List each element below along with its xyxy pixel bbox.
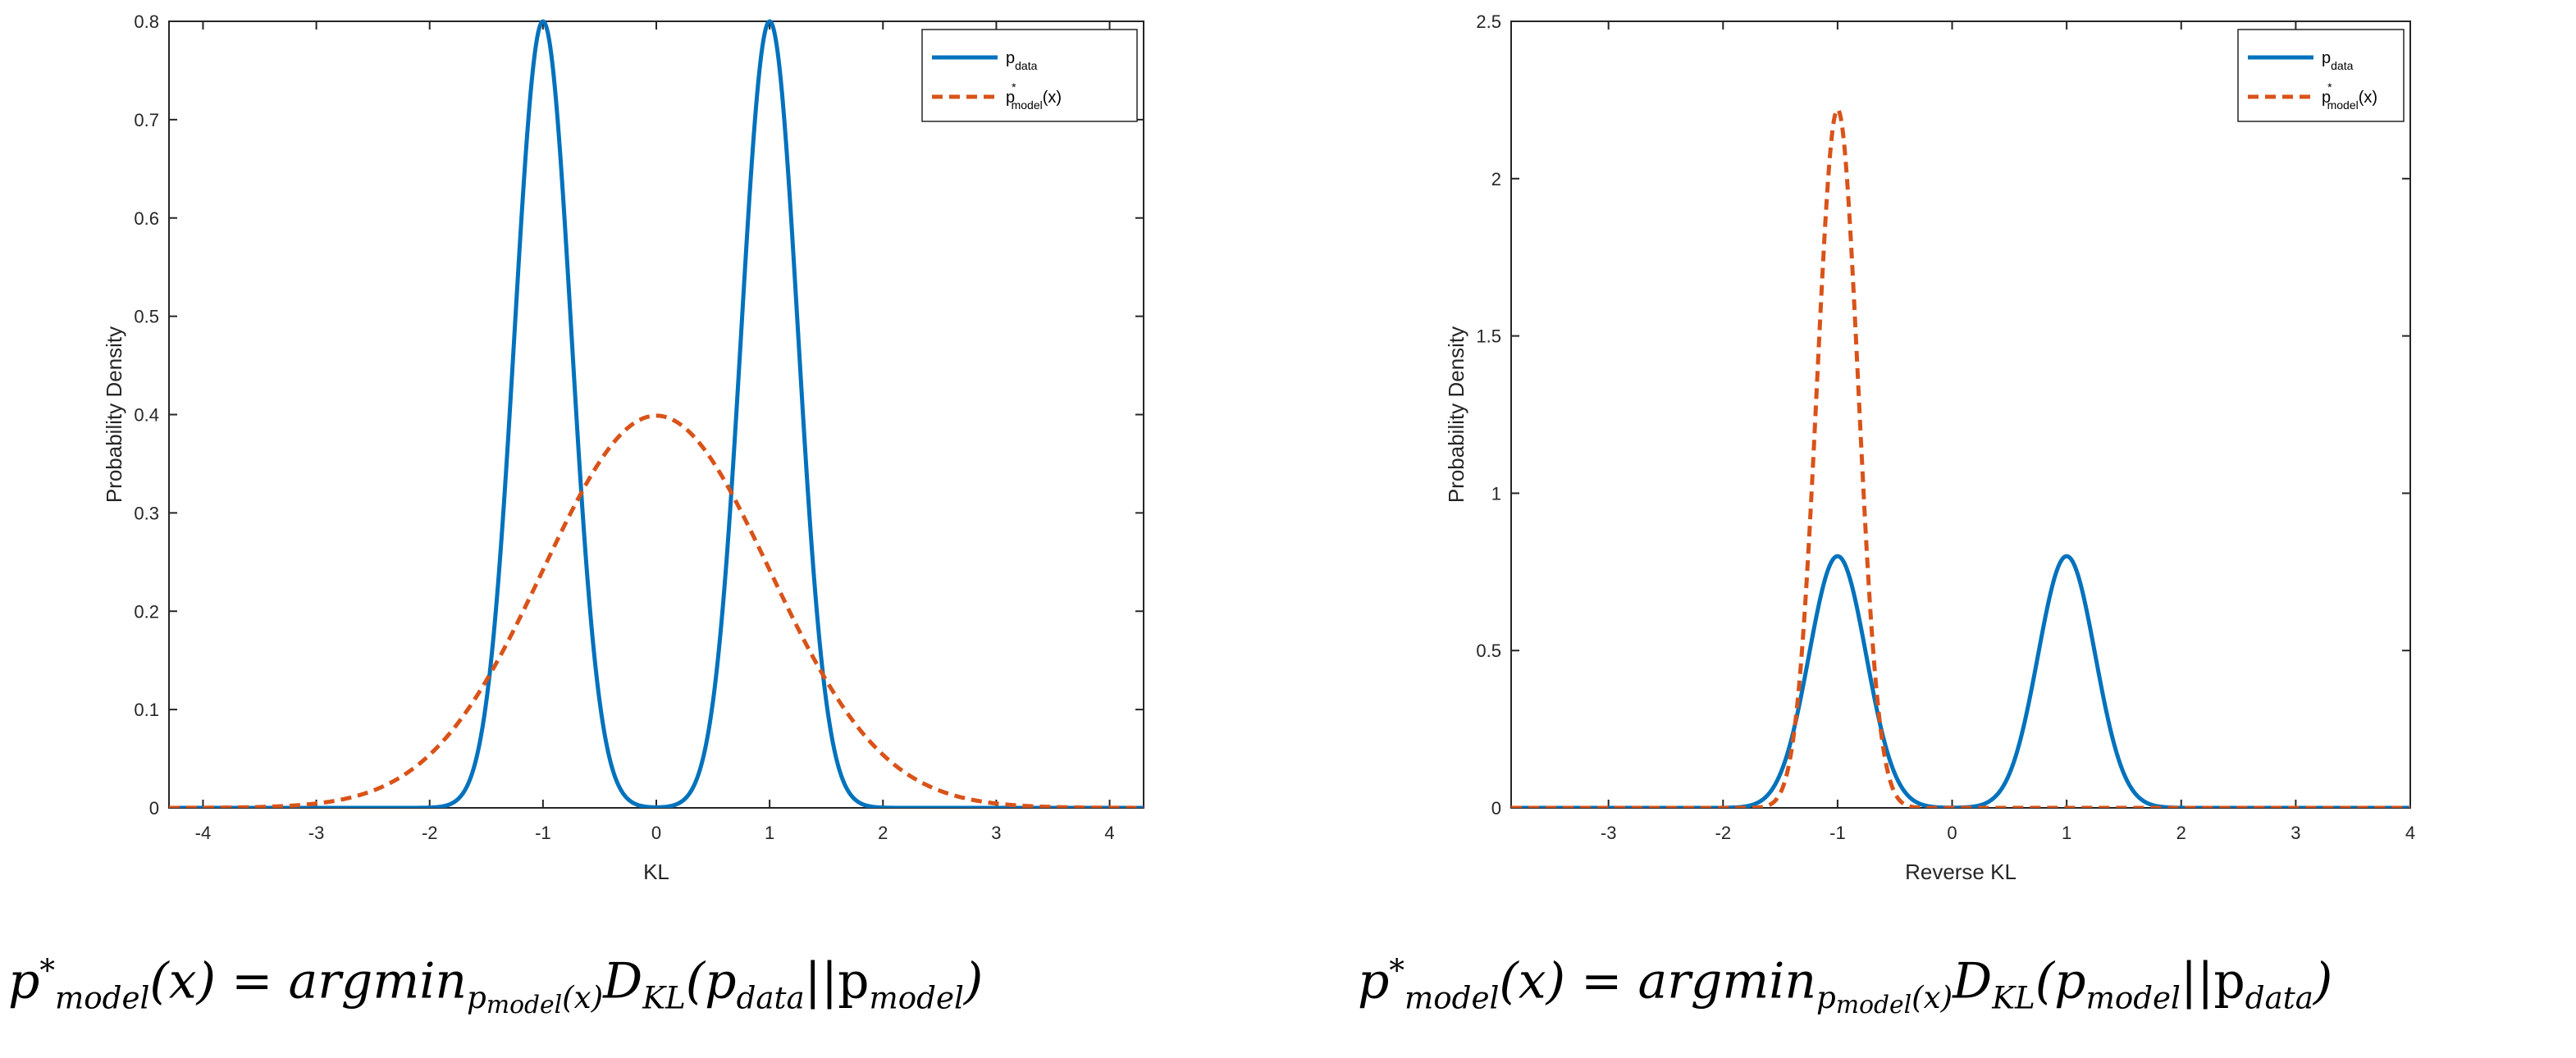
formula-sep: ||p (2180, 952, 2245, 1010)
y-tick-label: 0.3 (134, 503, 159, 523)
x-axis-label: Reverse KL (1905, 860, 2016, 884)
y-tick-label: 2 (1491, 169, 1501, 189)
x-tick-label: -2 (1715, 823, 1732, 843)
chart-1: -4 -3 -2 -1 0 1 2 3 4 0 0.1 0.2 0.3 0.4 0.5 0.6 0.7 0.8 KL… (102, 11, 1144, 884)
formula-d: D (1953, 952, 1993, 1010)
y-tick-label: 1.5 (1476, 326, 1501, 347)
y-tick-label: 1 (1491, 483, 1501, 504)
legend-box (921, 29, 1138, 122)
formula-argmin-sub-main: p (467, 979, 486, 1016)
formula-d: D (603, 952, 643, 1010)
plot-area (1510, 21, 2411, 809)
legend-label: p* model(x) (1006, 80, 1062, 112)
x-tick-label: -1 (1829, 823, 1846, 843)
formula-argmin-sub: pmodel(x) (1816, 979, 1953, 1018)
series-line-p-data (1511, 554, 2410, 808)
y-tick-label: 0.7 (134, 110, 159, 130)
y-axis-label: Probability Density (1444, 326, 1468, 503)
x-tick-label: 1 (2062, 823, 2071, 843)
legend-label: pdata (2322, 49, 2354, 72)
formula-body-sub1: data (736, 979, 805, 1016)
y-tick-label: 0.8 (134, 11, 159, 32)
x-axis-label: KL (643, 860, 669, 884)
formula-d-sub: KL (1992, 979, 2035, 1016)
x-tick-label: 1 (765, 823, 774, 843)
formula-close: ) (2313, 952, 2333, 1010)
legend-label-sub: model (2327, 98, 2359, 112)
legend-label: p* model(x) (2322, 80, 2377, 112)
y-tick-label: 0.4 (134, 405, 159, 426)
formula-kl: p*model(x) = argminpmodel(x)DKL(pdata||p… (8, 955, 983, 1018)
x-tick-label: -4 (195, 823, 212, 843)
formula-lhs-sup: * (39, 952, 56, 988)
legend-box (2237, 29, 2405, 122)
x-tick-label: 4 (1104, 823, 1114, 843)
formula-lhs-sup: * (1389, 952, 1405, 988)
legend-label-main: p (1006, 89, 1015, 107)
legend-label-suffix: (x) (2359, 89, 2377, 107)
legend-label-main: p (1006, 49, 1015, 67)
y-tick-label: 0 (1491, 798, 1501, 819)
x-tick-label: 3 (2291, 823, 2300, 843)
legend-label-sup: * (2327, 80, 2332, 93)
formula-argmin: argmin (1637, 952, 1817, 1010)
formula-argmin-sub-arg: (x) (1911, 979, 1953, 1016)
y-tick-label: 0.5 (1476, 641, 1501, 661)
chart-2: -3 -2 -1 0 1 2 3 4 0 0.5 1 1.5 2 2.5 Reverse KL Probabi… (1444, 11, 2415, 884)
x-tick-label: 2 (878, 823, 888, 843)
series-line-p-model (169, 413, 1144, 808)
x-tick-label: -3 (1601, 823, 1617, 843)
formula-argmin: argmin (288, 952, 468, 1010)
x-tick-label: -2 (422, 823, 438, 843)
formula-body-sub2: model (869, 979, 964, 1016)
formula-argmin-sub-main: p (1816, 979, 1836, 1016)
formula-lhs-sub: model (1404, 979, 1500, 1016)
y-tick-label: 0.1 (134, 700, 159, 720)
formula-d-sub: KL (642, 979, 686, 1016)
formula-lhs-arg: (x) = (149, 952, 289, 1010)
x-tick-label: 3 (991, 823, 1001, 843)
y-tick-label: 0.5 (134, 307, 159, 327)
x-tick-label: 0 (1947, 823, 1957, 843)
formula-close: ) (963, 952, 984, 1010)
x-tick-label: -3 (308, 823, 325, 843)
y-tick-label: 0 (149, 798, 159, 819)
formula-argmin-sub: pmodel(x) (467, 979, 604, 1018)
formula-argmin-sub-sub: model (1835, 991, 1912, 1020)
legend-label-sup: * (1012, 80, 1016, 93)
formula-body: (p (2035, 952, 2086, 1010)
formula-body-sub1: model (2085, 979, 2181, 1016)
x-tick-label: 0 (651, 823, 661, 843)
formula-reverse-kl: p*model(x) = argminpmodel(x)DKL(pmodel||… (1358, 955, 2332, 1018)
formula-lhs-arg: (x) = (1499, 952, 1638, 1010)
formula-lhs-main: p (8, 952, 40, 1010)
legend-label-suffix: (x) (1043, 89, 1062, 107)
formula-body: (p (685, 952, 737, 1010)
legend-label-sub: data (1015, 59, 1037, 72)
legend-label-sub: model (1012, 98, 1043, 112)
formula-body-sub2: data (2245, 979, 2313, 1016)
x-tick-label: 2 (2176, 823, 2186, 843)
formula-lhs-sub: model (55, 979, 150, 1016)
formula-argmin-sub-sub: model (486, 991, 563, 1020)
formula-sep: ||p (804, 952, 870, 1010)
legend-label-sub: data (2331, 59, 2353, 72)
series-line-p-data (169, 19, 1144, 808)
y-tick-label: 2.5 (1476, 11, 1501, 32)
x-tick-label: 4 (2405, 823, 2415, 843)
legend-label: pdata (1006, 49, 1038, 72)
y-tick-label: 0.6 (134, 208, 159, 229)
y-tick-label: 0.2 (134, 601, 159, 622)
y-axis-label: Probability Density (102, 326, 126, 503)
formula-argmin-sub-arg: (x) (562, 979, 604, 1016)
x-tick-label: -1 (535, 823, 551, 843)
legend-label-main: p (2322, 49, 2331, 67)
legend-label-main: p (2322, 89, 2331, 107)
formula-lhs-main: p (1358, 952, 1390, 1010)
